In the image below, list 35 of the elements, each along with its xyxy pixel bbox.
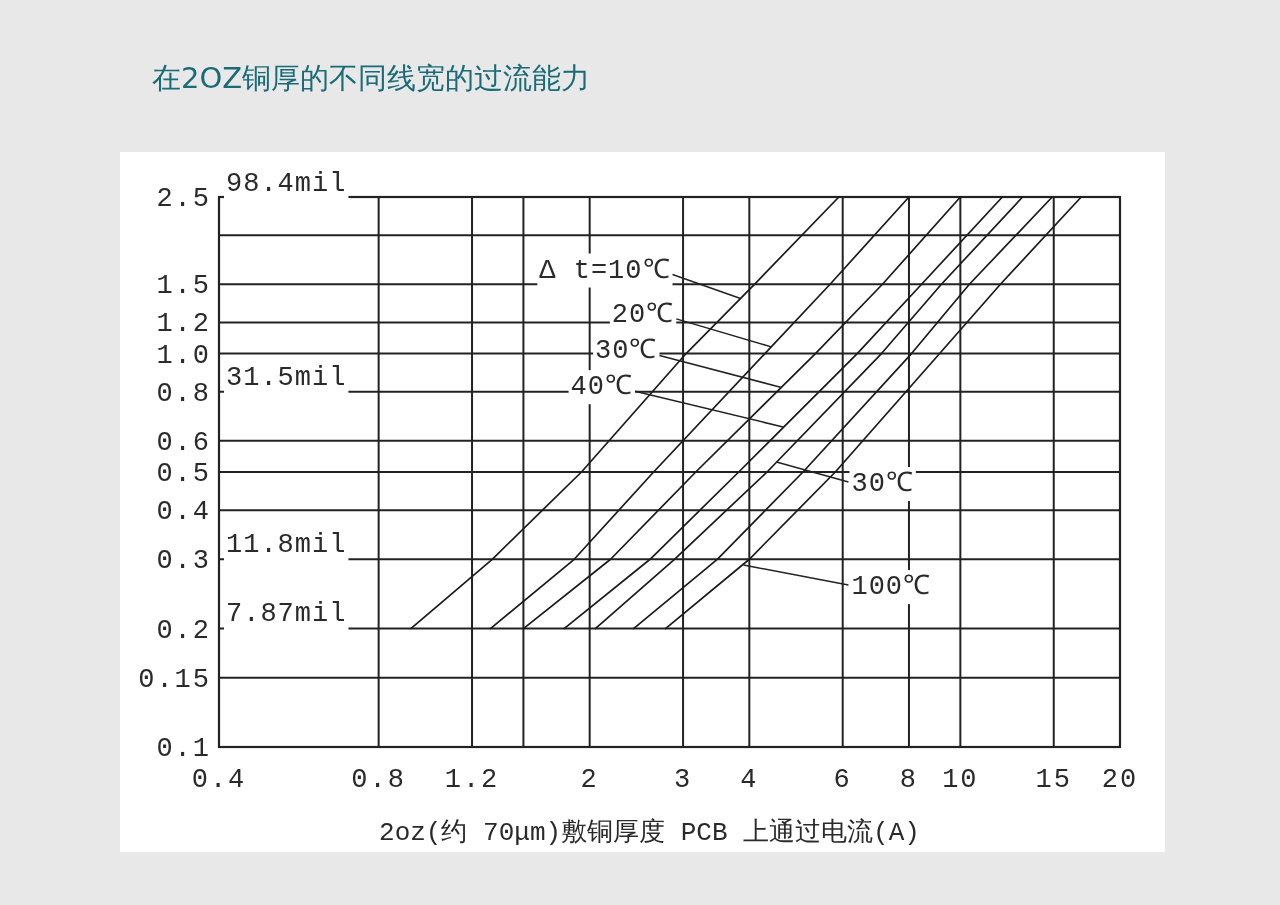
annotation: 100℃: [851, 572, 932, 603]
annotation: 98.4mil: [226, 169, 347, 199]
y-tick-label: 0.5: [156, 459, 211, 489]
y-tick-label: 1.0: [156, 340, 211, 371]
x-tick-label: 20: [1101, 765, 1139, 795]
x-tick-label: 0.8: [351, 765, 406, 795]
annotation: 31.5mil: [226, 363, 347, 393]
y-tick-label: 0.15: [138, 664, 211, 695]
annotation: 11.8mil: [226, 530, 347, 560]
x-axis-title: 2oz(约 70μm)敷铜厚度 PCB 上通过电流(A): [379, 817, 920, 848]
x-tick-label: 2: [580, 765, 599, 795]
y-tick-label: 0.6: [156, 427, 211, 458]
y-tick-label: 1.5: [156, 271, 211, 302]
annotation: 30℃: [851, 469, 914, 500]
y-tick-label: 0.8: [156, 378, 211, 409]
y-tick-label: 0.2: [156, 615, 211, 646]
x-tick-label: 10: [942, 765, 979, 795]
x-tick-label: 1.2: [444, 765, 500, 795]
chart-title: 在2OZ铜厚的不同线宽的过流能力: [152, 61, 591, 95]
annotation: Δ t=10℃: [539, 255, 671, 286]
x-tick-label: 4: [740, 765, 759, 795]
x-tick-label: 3: [673, 765, 693, 795]
y-tick-label: 0.4: [156, 497, 211, 528]
y-tick-label: 0.3: [156, 546, 211, 577]
x-tick-label: 6: [833, 765, 852, 795]
annotation: 7.87mil: [226, 599, 347, 629]
x-tick-label: 15: [1035, 765, 1072, 795]
y-tick-label: 2.5: [156, 184, 211, 214]
annotation: 30℃: [595, 336, 658, 367]
x-tick-label: 0.4: [191, 765, 247, 795]
y-tick-label: 0.1: [156, 734, 211, 764]
annotation: 40℃: [570, 372, 633, 403]
annotation: 20℃: [611, 299, 675, 330]
y-tick-label: 1.2: [156, 309, 211, 340]
x-tick-label: 8: [899, 765, 919, 795]
